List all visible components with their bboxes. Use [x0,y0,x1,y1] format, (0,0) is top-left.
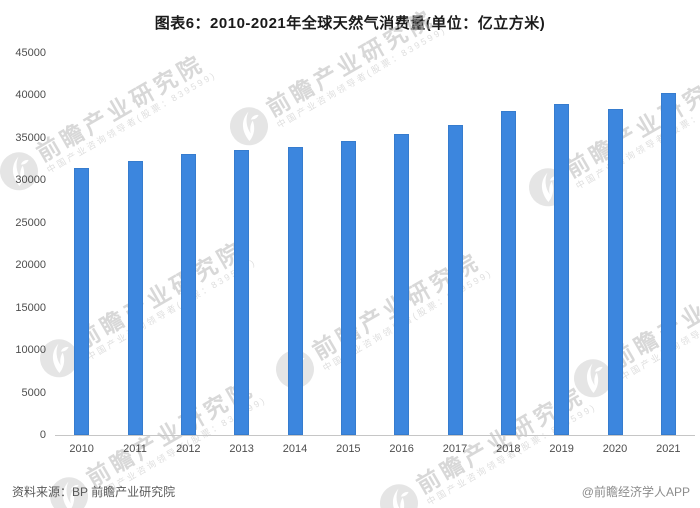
x-tick-label: 2012 [176,443,201,455]
bar-2010 [74,167,90,435]
y-tick-label: 5000 [21,386,46,399]
bar-2020 [607,109,623,435]
watermark-subtext: 中国产业咨询领导者(股票：839599) [574,85,700,192]
bar-2017 [447,125,463,435]
bar-2014 [287,147,303,435]
x-tick-label: 2013 [229,443,254,455]
qianzhan-swoosh-logo-icon [223,100,277,156]
x-tick-label: 2010 [69,443,94,455]
x-tick-label: 2015 [336,443,361,455]
bar-2015 [340,141,356,435]
y-tick-label: 40000 [15,89,46,102]
bar-2012 [180,154,196,435]
y-tick-label: 45000 [15,47,46,59]
bar-2021 [660,92,676,435]
watermark-subtext: 中国产业咨询领导者(股票：839599) [85,256,259,363]
watermark-tile: 前瞻产业研究院中国产业咨询领导者(股票：839599) [222,0,463,158]
x-tick-label: 2019 [549,443,574,455]
bar-2019 [554,103,570,435]
x-tick-label: 2014 [282,443,308,455]
x-tick-label: 2021 [656,443,681,455]
watermark-subtext: 中国产业咨询领导者(股票：839599) [275,24,449,131]
watermark-text: 前瞻产业研究院中国产业咨询领导者(股票：839599) [561,64,700,192]
qianzhan-swoosh-logo-icon [0,145,47,201]
watermark-brand: 前瞻产业研究院 [72,236,249,354]
y-tick-label: 10000 [15,344,46,357]
y-tick-label: 20000 [15,259,46,272]
watermark-text: 前瞻产业研究院中国产业咨询领导者(股票：839599) [72,235,259,363]
y-tick-label: 35000 [15,131,46,144]
y-tick-label: 25000 [15,216,46,229]
chart-title: 图表6：2010-2021年全球天然气消费量(单位：亿立方米) [154,15,546,32]
watermark-brand: 前瞻产业研究院 [561,65,700,183]
bar-2011 [127,160,143,435]
y-tick-label: 30000 [15,174,46,187]
watermark-brand: 前瞻产业研究院 [262,4,439,122]
watermark-tile: 前瞻产业研究院中国产业咨询领导者(股票：839599) [566,244,700,411]
x-tick-label: 2016 [389,443,414,455]
y-tick-label: 0 [39,429,46,441]
qianzhan-swoosh-logo-icon [373,477,427,508]
x-tick-label: 2011 [123,443,147,455]
x-axis-line [55,435,695,436]
source-note: 资料来源：BP 前瞻产业研究院 [12,485,176,499]
bar-2013 [234,149,250,435]
y-tick-label: 15000 [15,301,46,314]
x-tick-label: 2017 [442,443,468,455]
x-tick-label: 2020 [602,443,628,455]
bar-2016 [394,133,410,435]
bar-2018 [500,110,516,435]
credit-note: @前瞻经济学人APP [581,485,690,499]
watermark-text: 前瞻产业研究院中国产业咨询领导者(股票：839599) [262,3,449,131]
x-tick-label: 2018 [496,443,521,455]
watermark-brand: 前瞻产业研究院 [32,49,209,167]
